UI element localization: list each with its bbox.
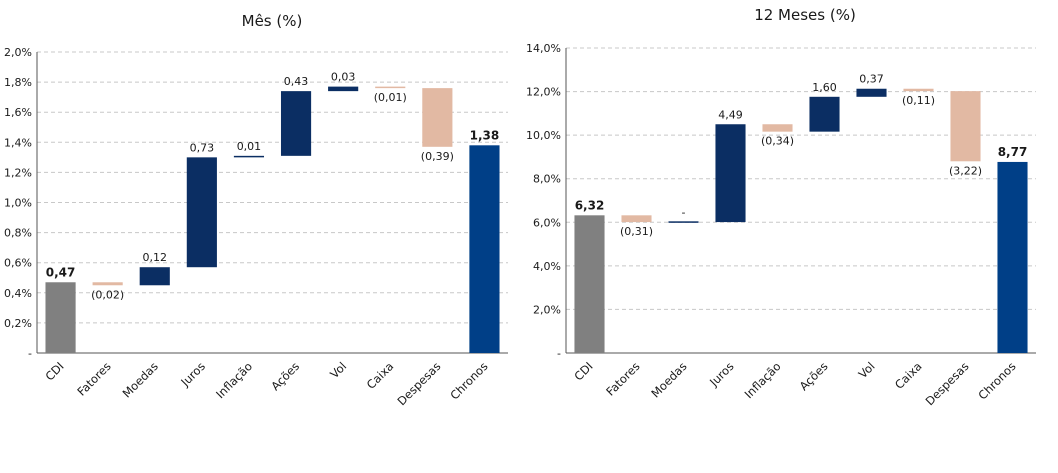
- data-label: 0,47: [46, 265, 76, 279]
- bar-ações: [280, 91, 312, 156]
- y-tick-label: 0,8%: [4, 227, 32, 240]
- bar-moedas: [668, 221, 699, 223]
- bar-cdi: [574, 215, 605, 353]
- data-label: (0,39): [421, 150, 454, 163]
- y-tick-label: 2,0%: [533, 303, 561, 316]
- y-tick-label: 1,0%: [4, 197, 32, 210]
- y-tick-label: -: [28, 347, 32, 360]
- x-tick-label: Ações: [797, 359, 831, 393]
- x-tick-label: Moedas: [648, 359, 689, 400]
- bar-moedas: [139, 267, 170, 286]
- y-tick-label: 0,4%: [4, 287, 32, 300]
- x-tick-label: CDI: [42, 359, 66, 383]
- chart-month: Mês (%) - 0,2% 0,4% 0,6% 0,8% 1,0% 1,2% 1,4% 1,6%…: [4, 12, 508, 408]
- x-tick-label: Vol: [856, 359, 878, 381]
- bar-cdi: [45, 282, 76, 353]
- x-tick-label: Vol: [327, 359, 349, 381]
- bar-chronos: [469, 145, 500, 353]
- data-label: 0,73: [190, 141, 215, 154]
- y-tick-label: 12,0%: [526, 86, 561, 99]
- y-tick-label: 14,0%: [526, 42, 561, 55]
- data-label: 0,37: [859, 73, 884, 86]
- bar-caixa: [375, 86, 406, 89]
- data-label: 0,01: [237, 140, 262, 153]
- x-tick-label: Fatores: [74, 359, 113, 398]
- data-label: (0,02): [91, 288, 124, 301]
- bar-fatores: [621, 215, 652, 223]
- x-tick-label: Inflação: [213, 359, 255, 401]
- data-label: 1,60: [812, 81, 837, 94]
- bar-vol: [328, 86, 359, 92]
- y-tick-label: 0,6%: [4, 257, 32, 270]
- bar-juros: [715, 124, 746, 223]
- data-label: 0,43: [284, 75, 309, 88]
- bar-inflação: [762, 124, 793, 132]
- x-tick-label: Ações: [268, 359, 302, 393]
- y-tick-label: 1,8%: [4, 76, 32, 89]
- x-tick-label: CDI: [571, 359, 595, 383]
- x-tick-label: Juros: [706, 359, 737, 390]
- chart-title: 12 Meses (%): [754, 6, 856, 24]
- bar-juros: [186, 157, 217, 268]
- chart-title: Mês (%): [242, 12, 303, 30]
- chart-12-months: 12 Meses (%) - 2,0% 4,0% 6,0% 8,0% 10,0% 12,0% 1…: [526, 6, 1036, 408]
- data-label: 0,03: [331, 71, 356, 84]
- y-tick-label: -: [557, 347, 561, 360]
- data-label: 0,12: [143, 251, 168, 264]
- bar-fatores: [92, 282, 123, 286]
- y-tick-label: 0,2%: [4, 317, 32, 330]
- x-tick-label: Fatores: [603, 359, 642, 398]
- x-tick-label: Moedas: [120, 359, 161, 400]
- bar-vol: [856, 88, 887, 97]
- x-tick-label: Chronos: [447, 359, 490, 402]
- data-label: (0,31): [620, 225, 653, 238]
- data-label: 1,38: [470, 128, 500, 142]
- bar-chronos: [997, 161, 1028, 353]
- data-label: (3,22): [949, 164, 982, 177]
- x-tick-label: Caixa: [892, 359, 925, 392]
- y-tick-label: 6,0%: [533, 216, 561, 229]
- x-tick-label: Chronos: [975, 359, 1018, 402]
- data-label: (0,11): [902, 94, 935, 107]
- data-label: (0,01): [374, 91, 407, 104]
- data-label: 6,32: [575, 198, 605, 212]
- bar-ações: [809, 96, 840, 132]
- x-tick-label: Juros: [177, 359, 208, 390]
- x-tick-label: Inflação: [742, 359, 784, 401]
- y-tick-label: 1,2%: [4, 166, 32, 179]
- bar-caixa: [903, 88, 934, 92]
- y-tick-label: 10,0%: [526, 129, 561, 142]
- data-label: 8,77: [998, 145, 1028, 159]
- y-tick-label: 1,6%: [4, 106, 32, 119]
- bar-despesas: [422, 88, 453, 147]
- x-tick-label: Despesas: [394, 359, 443, 408]
- bar-despesas: [950, 91, 981, 162]
- data-label: 4,49: [718, 108, 743, 121]
- data-label: -: [682, 206, 686, 219]
- y-tick-label: 1,4%: [4, 136, 32, 149]
- data-label: (0,34): [761, 135, 794, 148]
- y-tick-label: 4,0%: [533, 260, 561, 273]
- x-tick-label: Despesas: [923, 359, 972, 408]
- y-tick-label: 2,0%: [4, 46, 32, 59]
- bar-inflação: [233, 155, 265, 158]
- x-tick-label: Caixa: [364, 359, 397, 392]
- y-tick-label: 8,0%: [533, 173, 561, 186]
